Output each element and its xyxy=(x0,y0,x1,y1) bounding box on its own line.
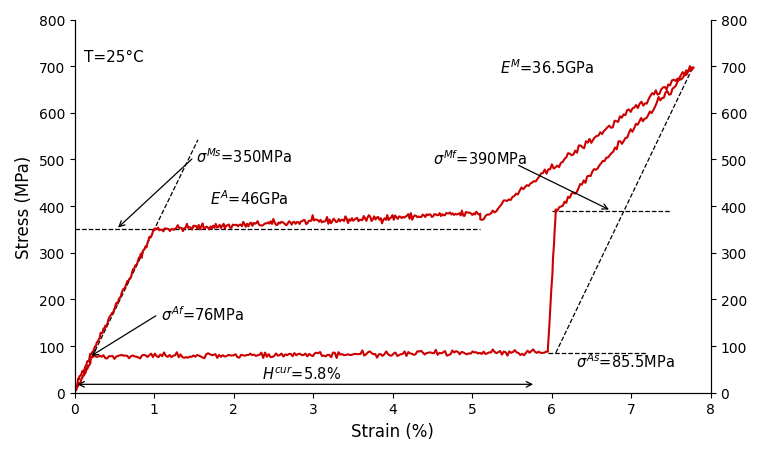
Text: $E^{M}$=36.5GPa: $E^{M}$=36.5GPa xyxy=(500,58,594,77)
Text: $H^{cur}$=5.8%: $H^{cur}$=5.8% xyxy=(261,364,341,382)
Text: $E^{A}$=46GPa: $E^{A}$=46GPa xyxy=(210,189,288,207)
Text: $\sigma^{Af}$=76MPa: $\sigma^{Af}$=76MPa xyxy=(161,305,244,324)
Y-axis label: Stress (MPa): Stress (MPa) xyxy=(15,155,33,258)
Text: $\sigma^{Mf}$=390MPa: $\sigma^{Mf}$=390MPa xyxy=(433,149,527,168)
X-axis label: Strain (%): Strain (%) xyxy=(351,422,434,440)
Text: $\sigma^{As}$=85.5MPa: $\sigma^{As}$=85.5MPa xyxy=(576,351,674,370)
Text: $\sigma^{Ms}$=350MPa: $\sigma^{Ms}$=350MPa xyxy=(196,147,291,166)
Text: T=25°C: T=25°C xyxy=(84,51,144,66)
